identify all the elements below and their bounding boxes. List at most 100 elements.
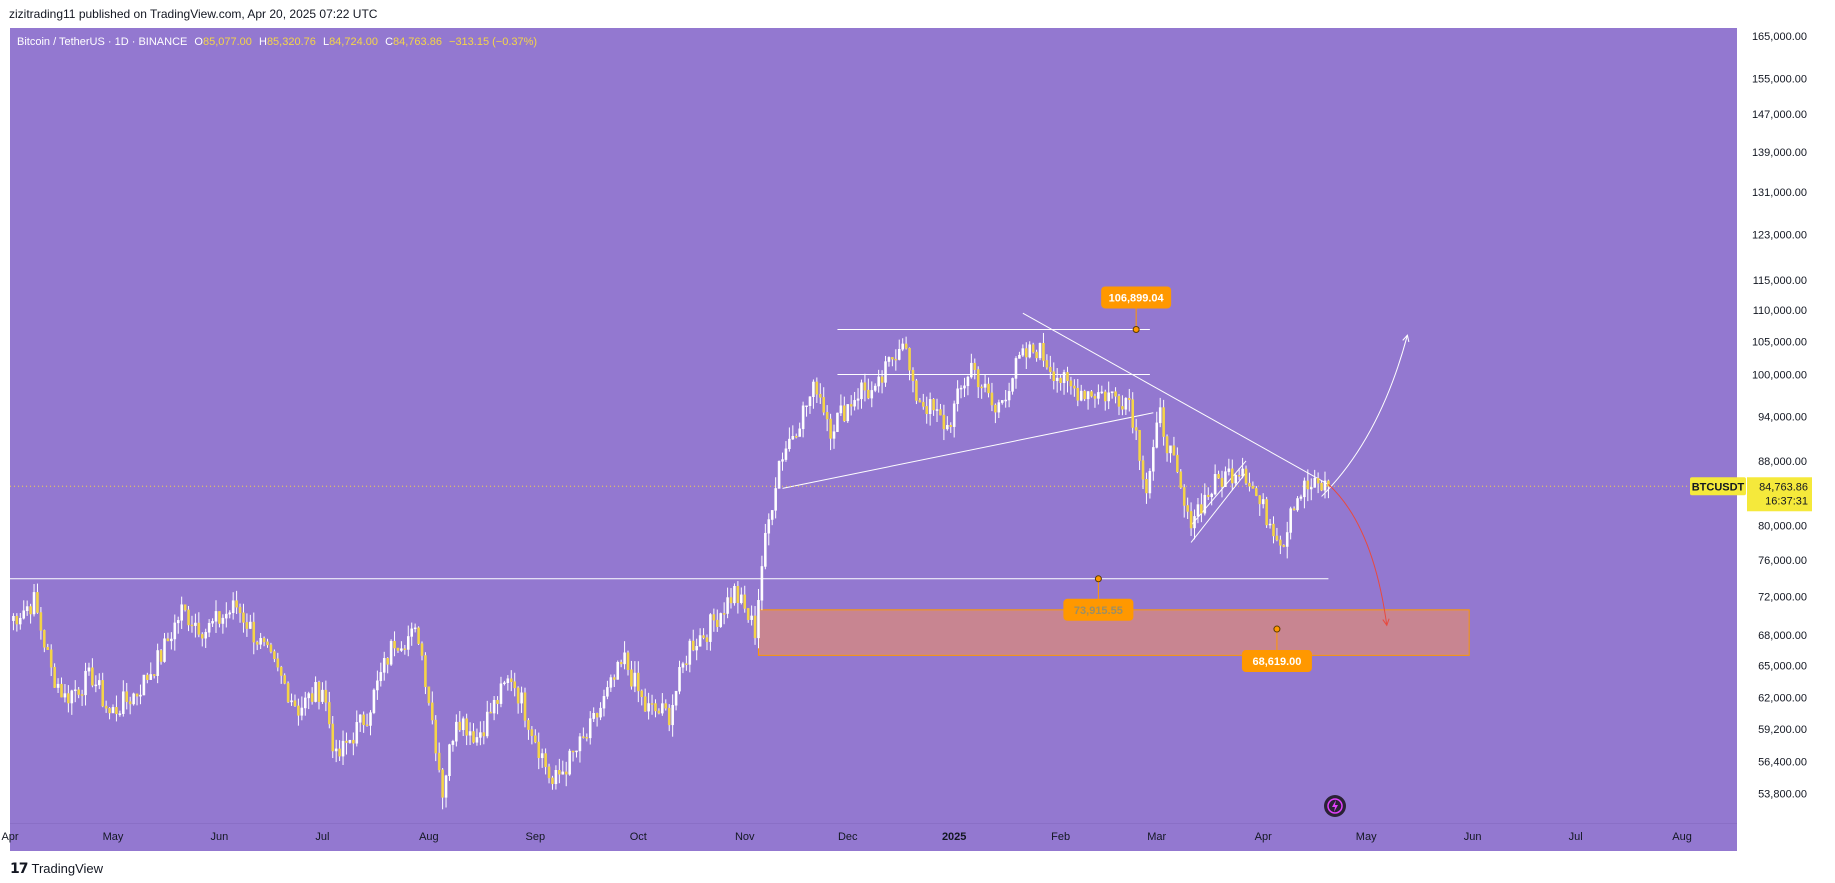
projection-up-arrow [1321, 335, 1408, 497]
candle-body [231, 600, 235, 614]
candle-body [252, 621, 256, 643]
alert-ring [1327, 798, 1343, 814]
candle-body [880, 376, 884, 383]
candle-body [1285, 532, 1289, 547]
projection-up-arrow-head [1402, 334, 1410, 343]
candle-body [801, 405, 805, 430]
candle-body [499, 683, 503, 704]
candle-body [1097, 392, 1100, 399]
candle-body [774, 488, 777, 511]
time-axis[interactable] [10, 823, 1737, 851]
candle-body [637, 672, 640, 692]
candle-body [1093, 395, 1097, 399]
candle-body [1028, 344, 1031, 358]
candle-body [1114, 391, 1117, 397]
candle-body [873, 385, 877, 391]
candle-body [369, 712, 372, 726]
trend-line [1190, 472, 1247, 543]
marker-label-bg [1063, 598, 1134, 621]
price-badge-bg [1747, 477, 1812, 512]
candle-body [619, 662, 623, 665]
candle-body [534, 735, 537, 743]
candle-body [1018, 354, 1021, 359]
candle-body [1241, 468, 1244, 477]
time-tick-label: Nov [735, 831, 755, 843]
candle-body [225, 613, 228, 619]
candle-body [1244, 468, 1248, 484]
candle-body [836, 412, 839, 432]
price-badge-countdown: 16:37:31 [1765, 495, 1808, 507]
candle-body [544, 753, 547, 768]
candle-body [856, 398, 860, 401]
candle-body [1086, 391, 1090, 400]
candle-body [73, 689, 77, 692]
candle-body [403, 648, 407, 650]
candle-body [386, 658, 389, 665]
projection-down-arrow-head [1382, 618, 1390, 627]
candle-body [1134, 427, 1138, 431]
tradingview-logo-icon: 𝟭𝟳 [10, 860, 29, 876]
candle-body [36, 592, 39, 613]
candle-body [791, 436, 795, 440]
candle-body [187, 609, 190, 626]
candle-body [1083, 390, 1086, 400]
chart-area[interactable]: Bitcoin / TetherUS · 1D · BINANCE O85,07… [10, 28, 1737, 823]
candle-body [63, 693, 67, 698]
alert-button[interactable] [1324, 795, 1346, 817]
candle-body [897, 349, 901, 360]
candle-body [915, 380, 918, 401]
candle-body [1203, 494, 1207, 514]
candle-body [952, 403, 956, 427]
candle-body [894, 358, 898, 361]
legend-low-label: L [322, 36, 330, 48]
candle-body [1145, 479, 1148, 494]
candle-body [200, 634, 204, 639]
candle-body [640, 690, 644, 697]
candle-body [183, 604, 187, 611]
candle-body [558, 770, 561, 775]
candle-body [554, 770, 558, 785]
candle-body [523, 692, 527, 721]
candle-body [448, 744, 451, 777]
tradingview-logo[interactable]: 𝟭𝟳 TradingView [10, 860, 103, 877]
candle-body [262, 638, 266, 643]
candle-body [928, 399, 932, 415]
candle-body [461, 718, 465, 731]
candle-body [176, 620, 180, 624]
candle-body [310, 693, 314, 702]
candle-body [1217, 474, 1220, 479]
candle-body [46, 647, 50, 651]
candle-body [959, 387, 963, 390]
candle-body [1265, 499, 1268, 526]
price-axis[interactable] [1737, 28, 1821, 823]
candle-body [1237, 475, 1241, 477]
candle-body [698, 635, 702, 647]
candle-body [348, 739, 352, 743]
candle-body [455, 721, 458, 742]
candle-body [678, 667, 681, 692]
price-tick-label: 94,000.00 [1758, 411, 1807, 423]
price-badge-ticker-bg [1690, 477, 1746, 496]
candle-body [249, 621, 252, 629]
candle-body [142, 674, 146, 696]
candle-body [657, 710, 661, 714]
candle-body [825, 412, 829, 420]
candle-body [180, 604, 183, 621]
candle-body [300, 707, 304, 716]
candle-body [767, 519, 771, 534]
price-tick-label: 100,000.00 [1752, 370, 1807, 382]
candle-body [939, 409, 942, 416]
candle-body [740, 594, 743, 603]
candle-body [118, 713, 122, 715]
candle-body [228, 612, 232, 615]
candle-body [358, 714, 362, 723]
candle-body [760, 566, 764, 601]
candle-body [458, 721, 462, 731]
candle-body [654, 703, 657, 712]
candle-body [1049, 366, 1052, 372]
candle-body [685, 663, 688, 665]
candle-body [743, 594, 747, 609]
time-tick-label: Jun [1464, 831, 1482, 843]
price-tick-label: 115,000.00 [1753, 275, 1807, 287]
